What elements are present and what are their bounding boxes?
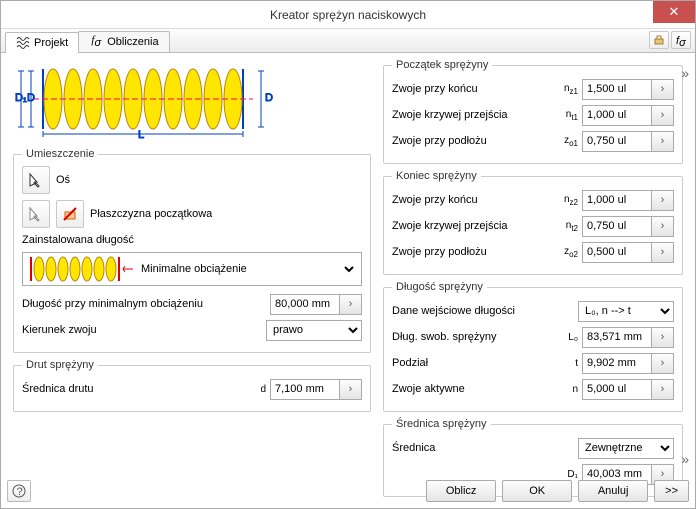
spin-button[interactable]: › (340, 294, 362, 315)
zo2-input[interactable] (582, 242, 652, 263)
plane-pick-button[interactable] (22, 200, 50, 228)
more-button[interactable]: >> (654, 480, 689, 502)
wire-group: Drut sprężyny Średnica drutu d › (13, 359, 371, 412)
svg-text:?: ? (17, 486, 23, 498)
load-type-select[interactable]: Minimalne obciążenie (22, 252, 362, 286)
axis-pick-button[interactable] (22, 166, 50, 194)
startplane-label: Płaszczyzna początkowa (90, 208, 212, 220)
diameter-type-select[interactable]: Zewnętrzne (578, 438, 674, 459)
wire-diameter-label: Średnica drutu (22, 383, 246, 395)
pitch-input[interactable] (582, 353, 652, 374)
min-load-length-label: Długość przy minimalnym obciążeniu (22, 298, 270, 310)
tab-calc[interactable]: fσ Obliczenia (78, 31, 169, 52)
window-title: Kreator sprężyn naciskowych (270, 8, 426, 22)
svg-text:L: L (138, 129, 144, 139)
coil-direction-label: Kierunek zwoju (22, 324, 266, 336)
svg-text:D₁: D₁ (15, 92, 27, 104)
help-button[interactable]: ? (7, 480, 31, 502)
ok-button[interactable]: OK (502, 480, 572, 502)
calculate-button[interactable]: Oblicz (426, 480, 496, 502)
tabs: Projekt fσ Obliczenia fσ (1, 29, 695, 53)
zo1-input[interactable] (582, 131, 652, 152)
length-input-mode-select[interactable]: L₀, n --> t (578, 301, 674, 322)
spring-length-group: Długość sprężyny Dane wejściowe długości… (383, 281, 683, 412)
spring-diagram: L D₁ D D (13, 59, 273, 139)
fx-icon: fσ (89, 35, 103, 49)
axis-label: Oś (56, 174, 70, 186)
nz1-input[interactable] (582, 79, 652, 100)
spin-button[interactable]: › (340, 379, 362, 400)
toolbar-btn-2[interactable]: fσ (671, 31, 691, 49)
free-length-input[interactable] (582, 327, 652, 348)
nt2-input[interactable] (582, 216, 652, 237)
installed-length-label: Zainstalowana długość (22, 234, 362, 246)
svg-text:fσ: fσ (676, 35, 686, 46)
nz2-input[interactable] (582, 190, 652, 211)
svg-text:D: D (265, 92, 273, 104)
placement-group: Umieszczenie Oś Płaszczyzna początkowa Z… (13, 148, 371, 353)
spring-icon (16, 36, 30, 50)
spring-start-group: Początek sprężyny Zwoje przy końcunz1› Z… (383, 59, 683, 164)
nt1-input[interactable] (582, 105, 652, 126)
toolbar-btn-1[interactable] (649, 31, 669, 49)
tab-project[interactable]: Projekt (5, 32, 79, 53)
wire-diameter-input[interactable] (270, 379, 340, 400)
svg-text:D: D (27, 92, 35, 104)
spring-end-group: Koniec sprężyny Zwoje przy końcunz2› Zwo… (383, 170, 683, 275)
cancel-button[interactable]: Anuluj (578, 480, 648, 502)
close-button[interactable]: ✕ (653, 1, 695, 23)
titlebar: Kreator sprężyn naciskowych ✕ (1, 1, 695, 29)
min-load-length-input[interactable] (270, 294, 340, 315)
coil-direction-select[interactable]: prawo (266, 320, 362, 341)
plane-clear-button[interactable] (56, 200, 84, 228)
expand-arrow-bottom[interactable]: » (681, 451, 689, 467)
small-spring-icon (27, 253, 137, 285)
active-coils-input[interactable] (582, 379, 652, 400)
expand-arrow-top[interactable]: » (681, 65, 689, 81)
